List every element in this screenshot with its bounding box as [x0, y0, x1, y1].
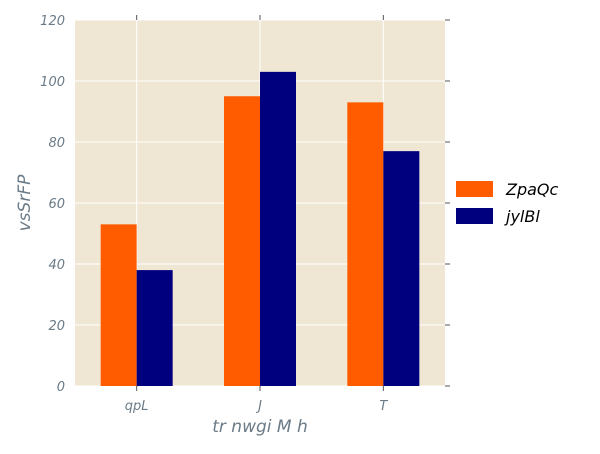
- y-tick-label: 0: [57, 380, 65, 395]
- y-axis-label: vsSrFP: [15, 174, 35, 231]
- y-tick-label: 20: [48, 319, 65, 334]
- legend-label: jylBl: [504, 207, 540, 226]
- bar-jylBl: [260, 71, 296, 386]
- bar-ZpaQc: [224, 96, 260, 386]
- ticks: [136, 15, 450, 391]
- legend-label: ZpaQc: [505, 180, 559, 199]
- bar-ZpaQc: [100, 224, 137, 386]
- y-tick-label: 60: [48, 197, 65, 212]
- x-tick-label: qpL: [125, 399, 149, 414]
- bar-jylBl: [136, 270, 173, 386]
- y-tick-label: 120: [40, 14, 65, 29]
- y-tick-label: 40: [48, 258, 65, 273]
- bars: [100, 71, 420, 386]
- x-tick-label: J: [255, 399, 262, 414]
- bar-ZpaQc: [347, 102, 384, 386]
- y-tick-label: 80: [48, 136, 65, 151]
- y-tick-label: 100: [40, 75, 65, 90]
- legend-swatch: [456, 181, 493, 197]
- x-tick-label: T: [379, 399, 388, 414]
- x-axis-label: tr nwgi M h: [212, 417, 308, 437]
- bar-jylBl: [383, 151, 420, 386]
- tick-labels: 0 20 40 60 80 100 120 qpL J T: [40, 14, 388, 414]
- legend-swatch: [456, 208, 493, 224]
- legend: ZpaQc jylBl: [456, 180, 559, 226]
